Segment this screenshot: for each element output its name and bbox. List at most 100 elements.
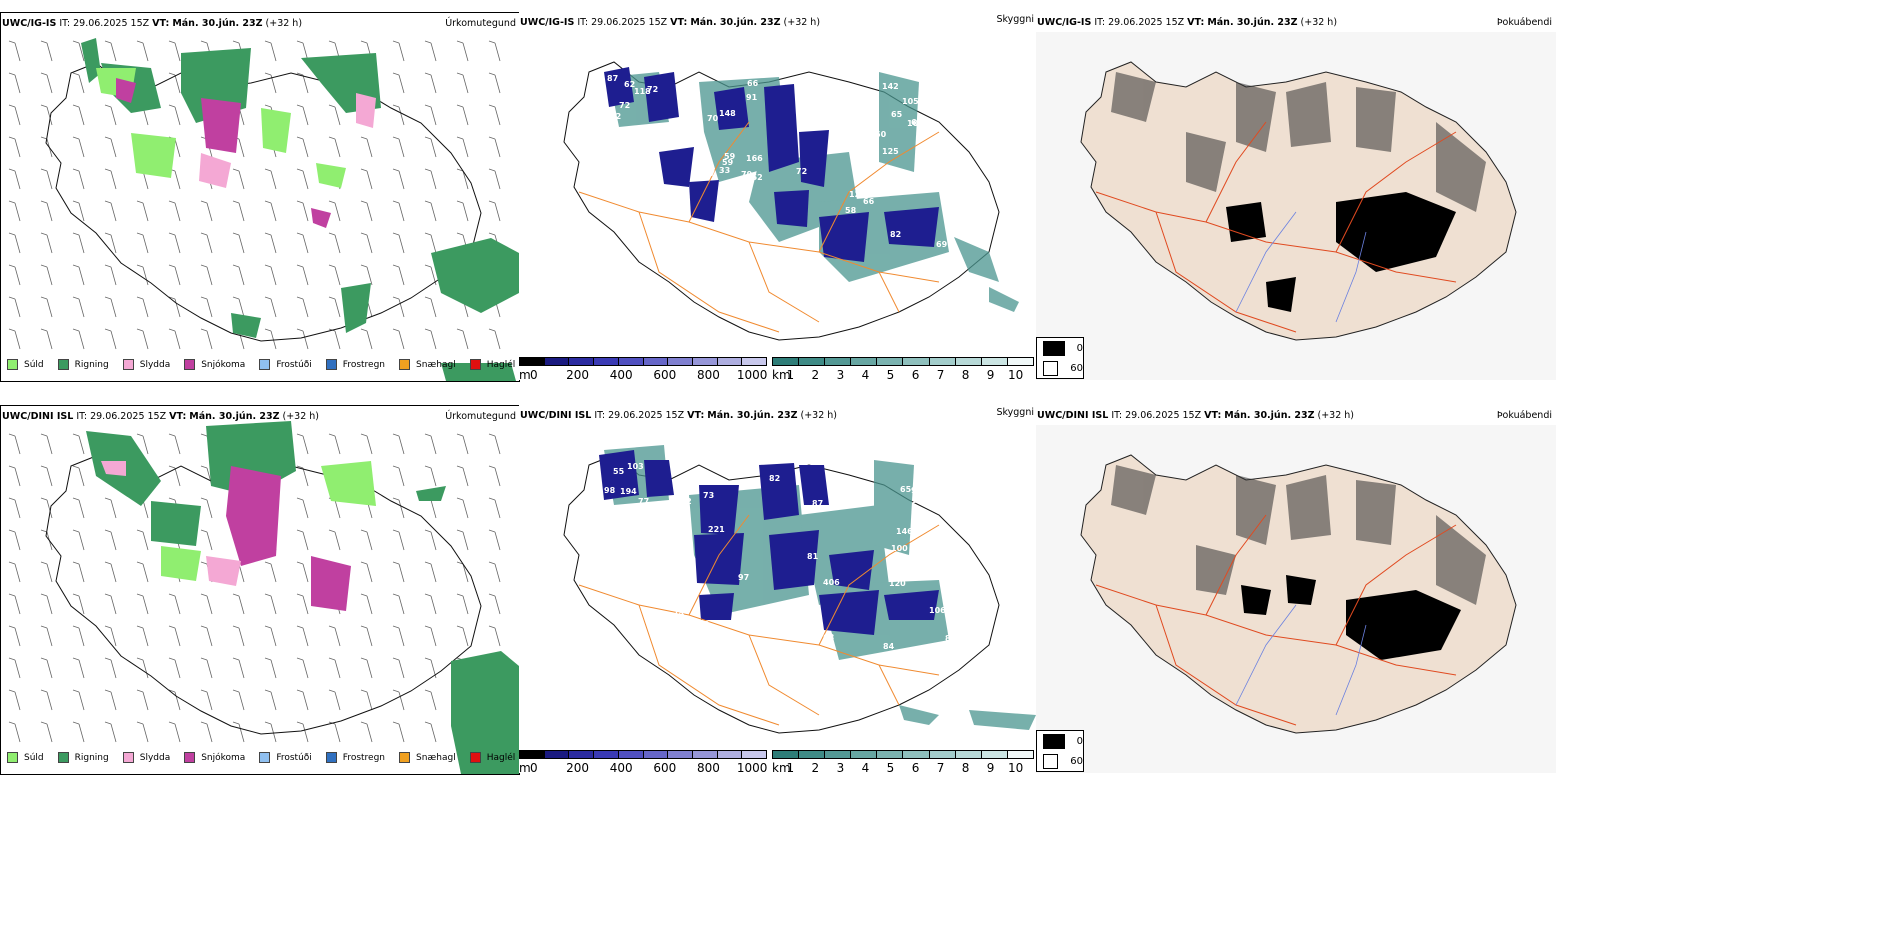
wind-barb — [232, 689, 245, 711]
panel-variable-label: Skyggni — [996, 407, 1034, 418]
ceiling-value-label: 105 — [902, 97, 919, 106]
colorbar-cell — [825, 358, 852, 365]
colorbar-cell — [742, 751, 767, 758]
wind-barb — [104, 721, 117, 743]
fog-dense — [1241, 575, 1461, 660]
wind-barb — [392, 296, 405, 318]
ceiling-value-label: 72 — [647, 85, 658, 94]
legend-swatch — [122, 752, 134, 763]
wind-barb — [104, 689, 117, 711]
wind-barb — [488, 104, 501, 126]
wind-barb — [168, 721, 181, 743]
ceiling-value-label: 65 — [923, 467, 935, 476]
ceiling-value-label: 146 — [896, 527, 913, 536]
legend-item-snow: Snjókoma — [184, 359, 245, 370]
colorbar-cell — [903, 751, 930, 758]
colorbar-tick: 6 — [911, 761, 920, 775]
legend-item-freezing-drizzle: Frostúði — [259, 752, 312, 763]
wind-barb — [40, 296, 53, 318]
colorbar-cell — [618, 751, 644, 758]
wind-barb — [328, 104, 341, 126]
wind-barb — [8, 561, 21, 583]
ceiling-value-label: 79 — [741, 170, 753, 179]
colorbar-tick: 0 — [530, 368, 538, 382]
wind-barb — [264, 200, 277, 222]
wind-barb — [424, 561, 437, 583]
wind-barb — [424, 296, 437, 318]
panel-variable-label: Úrkomutegund — [445, 411, 516, 422]
wind-barb — [72, 721, 85, 743]
wind-barb — [328, 296, 341, 318]
wind-barb — [72, 104, 85, 126]
wind-barb — [392, 625, 405, 647]
colorbar-cell — [668, 358, 693, 365]
wind-barb — [328, 264, 341, 286]
fog-legend-item: 0 — [1037, 731, 1083, 751]
wind-barb — [296, 200, 309, 222]
wind-barb — [296, 232, 309, 254]
ceiling-value-label: 54 — [802, 505, 814, 514]
precip-map — [8, 421, 519, 774]
colorbar-cells — [519, 357, 767, 366]
ceiling-value-label: 59 — [722, 158, 734, 167]
wind-barb — [168, 40, 181, 62]
ceiling-value-label: 68 — [698, 620, 710, 629]
wind-barb — [168, 689, 181, 711]
fog-legend-item: 60 — [1037, 751, 1083, 771]
wind-barb — [72, 689, 85, 711]
wind-barb — [72, 40, 85, 62]
visibility-panel-bottom: UWC/DINI ISL IT: 29.06.2025 15Z VT: Mán.… — [519, 405, 1036, 775]
wind-barb — [456, 200, 469, 222]
wind-barb — [136, 561, 149, 583]
wind-barb — [296, 561, 309, 583]
fog-legend-item: 0 — [1037, 338, 1083, 358]
colorbar-tick: 800 — [697, 368, 720, 382]
wind-barb — [264, 72, 277, 94]
wind-barb — [8, 625, 21, 647]
colorbar-cell — [1007, 751, 1033, 758]
wind-barb — [360, 433, 373, 455]
ceiling-value-label: 118 — [634, 87, 651, 96]
wind-barb — [488, 168, 501, 190]
wind-barb — [168, 433, 181, 455]
wind-barb — [488, 200, 501, 222]
wind-barb — [200, 689, 213, 711]
wind-barb — [104, 40, 117, 62]
colorbar-tick: 1 — [786, 761, 795, 775]
wind-barb — [72, 561, 85, 583]
wind-barb — [264, 296, 277, 318]
ceiling-value-label: 88 — [749, 610, 761, 619]
panel-title: UWC/IG-IS IT: 29.06.2025 15Z VT: Mán. 30… — [2, 18, 303, 29]
ceiling-value-label: 142 — [882, 82, 899, 91]
colorbar-tick: 4 — [861, 761, 870, 775]
ceiling-value-label: 63 — [684, 477, 695, 486]
wind-barb — [296, 721, 309, 743]
wind-barb — [328, 433, 341, 455]
wind-barb — [264, 40, 277, 62]
wind-barb — [168, 104, 181, 126]
wind-barb — [8, 40, 21, 62]
panel-variable-label: Þokuábendi — [1496, 17, 1552, 28]
wind-barb — [40, 721, 53, 743]
colorbar-unit: m — [519, 368, 531, 382]
ceiling-value-label: 37 — [704, 169, 715, 178]
ceiling-value-label: 32 — [610, 112, 621, 121]
wind-barb — [296, 433, 309, 455]
ceiling-value-label: 60 — [911, 118, 923, 127]
wind-barb — [360, 529, 373, 551]
colorbar-cell — [773, 358, 800, 365]
ceiling-value-label: 77 — [638, 497, 649, 506]
legend-item-sleet: Slydda — [122, 359, 170, 370]
wind-barb — [72, 657, 85, 679]
wind-barb — [424, 721, 437, 743]
wind-barb — [40, 465, 53, 487]
wind-barb — [168, 625, 181, 647]
ceiling-value-label: 97 — [738, 573, 749, 582]
wind-barb — [328, 328, 341, 350]
ceiling-value-label: 406 — [823, 578, 840, 587]
wind-barb — [488, 72, 501, 94]
ceiling-value-label: 194 — [620, 487, 637, 496]
colorbar-tick: 7 — [936, 761, 945, 775]
wind-barb — [360, 232, 373, 254]
wind-barb — [488, 433, 501, 455]
